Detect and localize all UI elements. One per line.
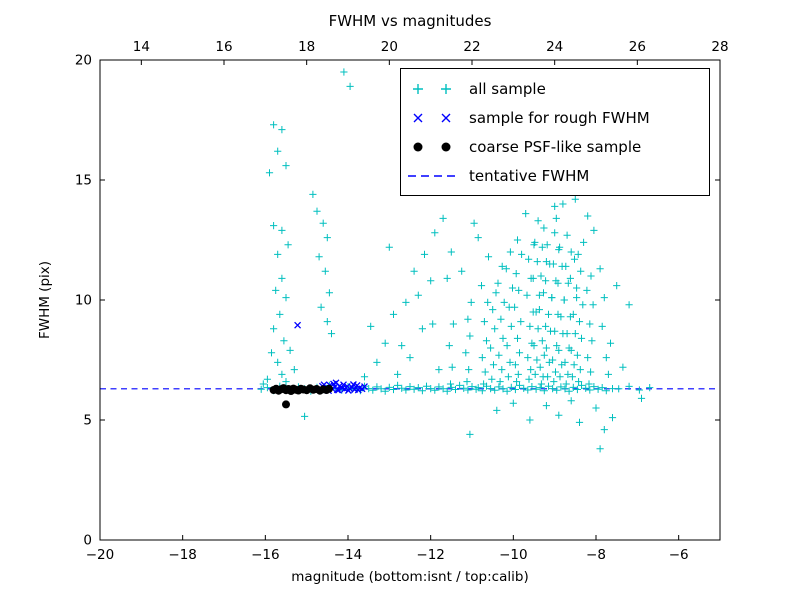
x-tick-label: −14: [334, 547, 363, 563]
legend-entry-all-sample: all sample: [401, 74, 709, 103]
legend: all sample sample for rough FWHM coarse …: [400, 68, 710, 196]
plus-marker-icon: [401, 78, 463, 100]
top-tick-label: 16: [215, 39, 232, 55]
x-axis-label: magnitude (bottom:isnt / top:calib): [291, 569, 529, 585]
chart-title: FWHM vs magnitudes: [328, 12, 492, 30]
x-axis-bottom-ticks: −20 −18 −16 −14 −12 −10 −8 −6: [86, 535, 689, 563]
y-tick-label: 10: [75, 293, 92, 309]
y-tick-label: 5: [83, 413, 92, 429]
legend-label: all sample: [469, 79, 546, 98]
y-axis-label: FWHM (pix): [37, 260, 53, 340]
x-tick-label: −16: [251, 547, 280, 563]
top-tick-label: 22: [463, 39, 480, 55]
top-tick-label: 18: [298, 39, 315, 55]
top-tick-label: 24: [546, 39, 563, 55]
legend-label: tentative FWHM: [469, 166, 590, 185]
top-tick-label: 26: [629, 39, 646, 55]
legend-entry-coarse-psf: coarse PSF-like sample: [401, 132, 709, 161]
top-tick-label: 20: [381, 39, 398, 55]
top-tick-label: 14: [133, 39, 150, 55]
series-coarse-PSF-like-sample: [269, 384, 333, 409]
x-tick-label: −18: [168, 547, 197, 563]
legend-label: coarse PSF-like sample: [469, 137, 642, 156]
dashed-line-icon: [401, 165, 463, 187]
y-tick-label: 15: [75, 173, 92, 189]
x-marker-icon: [401, 107, 463, 129]
top-tick-label: 28: [711, 39, 728, 55]
x-tick-label: −8: [586, 547, 606, 563]
legend-entry-rough-fwhm: sample for rough FWHM: [401, 103, 709, 132]
y-axis-ticks: 0 5 10 15 20: [75, 53, 720, 549]
x-axis-top-ticks: 14 16 18 20 22 24 26 28: [133, 39, 729, 65]
x-tick-label: −20: [86, 547, 115, 563]
legend-label: sample for rough FWHM: [469, 108, 650, 127]
legend-entry-tentative-fwhm: tentative FWHM: [401, 161, 709, 190]
x-tick-label: −6: [669, 547, 689, 563]
x-tick-label: −12: [416, 547, 445, 563]
x-tick-label: −10: [499, 547, 528, 563]
dot-marker-icon: [401, 136, 463, 158]
y-tick-label: 0: [83, 533, 92, 549]
y-tick-label: 20: [75, 53, 92, 69]
